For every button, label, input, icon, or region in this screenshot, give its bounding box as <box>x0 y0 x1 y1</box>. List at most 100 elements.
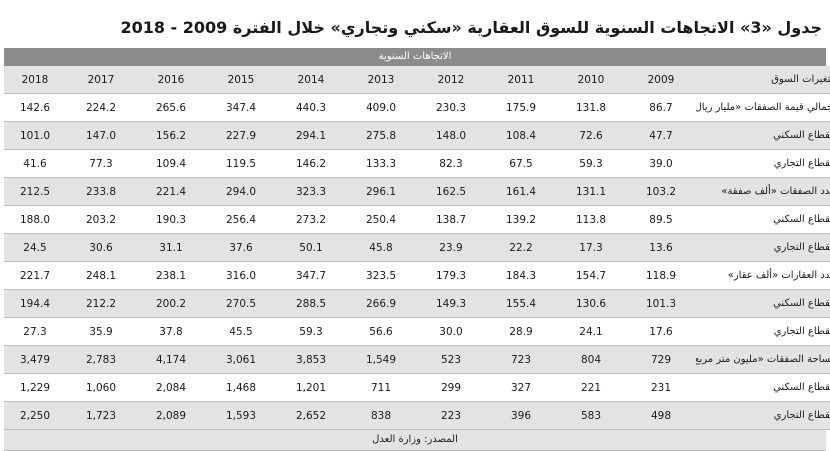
table-cell: 275.8 <box>346 121 416 150</box>
table-cell: 838 <box>346 401 416 430</box>
column-header-year: 2017 <box>66 66 136 94</box>
table-cell: 154.7 <box>556 261 626 290</box>
table-cell: 1,723 <box>66 401 136 430</box>
table-row: 3,479 2,783 4,174 3,061 3,853 1,549 523 723 804 7… <box>4 345 830 374</box>
table-cell: 82.3 <box>416 149 486 178</box>
table-cell: 3,853 <box>276 345 346 374</box>
table-cell: 729 <box>626 345 696 374</box>
table-cell: 200.2 <box>136 289 206 318</box>
column-header-year: 2012 <box>416 66 486 94</box>
table-cell: 156.2 <box>136 121 206 150</box>
table-cell: 288.5 <box>276 289 346 318</box>
column-header-year: 2014 <box>276 66 346 94</box>
column-header-year: 2015 <box>206 66 276 94</box>
table-cell: 188.0 <box>4 205 66 234</box>
table-cell: 233.8 <box>66 177 136 206</box>
header-band: الاتجاهات السنوية <box>4 48 826 66</box>
table-cell: 1,468 <box>206 373 276 402</box>
row-label: القطاع التجاري <box>696 233 830 262</box>
table-cell: 266.9 <box>346 289 416 318</box>
table-row: 142.6 224.2 265.6 347.4 440.3 409.0 230.3 175.9… <box>4 93 830 122</box>
table-cell: 37.6 <box>206 233 276 262</box>
table-cell: 108.4 <box>486 121 556 150</box>
table-row: 24.5 30.6 31.1 37.6 50.1 45.8 23.9 22.2 17.3 13.6… <box>4 233 830 262</box>
table-cell: 265.6 <box>136 93 206 122</box>
row-label: القطاع السكني <box>696 289 830 318</box>
table-cell: 1,593 <box>206 401 276 430</box>
table-cell: 523 <box>416 345 486 374</box>
table-cell: 41.6 <box>4 149 66 178</box>
table-cell: 138.7 <box>416 205 486 234</box>
table-cell: 804 <box>556 345 626 374</box>
table-cell: 109.4 <box>136 149 206 178</box>
table-cell: 270.5 <box>206 289 276 318</box>
table-cell: 131.1 <box>556 177 626 206</box>
column-header-year: 2016 <box>136 66 206 94</box>
table-cell: 31.1 <box>136 233 206 262</box>
table-cell: 723 <box>486 345 556 374</box>
table-cell: 498 <box>626 401 696 430</box>
table-row: 212.5 233.8 221.4 294.0 323.3 296.1 162.5 161.4… <box>4 177 830 206</box>
table-cell: 3,061 <box>206 345 276 374</box>
table-cell: 221.4 <box>136 177 206 206</box>
table-cell: 347.7 <box>276 261 346 290</box>
table-cell: 13.6 <box>626 233 696 262</box>
table-cell: 148.0 <box>416 121 486 150</box>
column-header-year: 2018 <box>4 66 66 94</box>
table-cell: 45.5 <box>206 317 276 346</box>
table-cell: 194.4 <box>4 289 66 318</box>
table-cell: 409.0 <box>346 93 416 122</box>
table-cell: 146.2 <box>276 149 346 178</box>
table-cell: 184.3 <box>486 261 556 290</box>
table-cell: 147.0 <box>66 121 136 150</box>
table-cell: 212.5 <box>4 177 66 206</box>
table-cell: 212.2 <box>66 289 136 318</box>
column-header-year: 2011 <box>486 66 556 94</box>
table-cell: 161.4 <box>486 177 556 206</box>
row-label: عدد العقارات «ألف عقار» <box>696 261 830 290</box>
table-row: 194.4 212.2 200.2 270.5 288.5 266.9 149.3 155.4… <box>4 289 830 318</box>
table-cell: 35.9 <box>66 317 136 346</box>
table-cell: 17.6 <box>626 317 696 346</box>
table-header-row: 2018 2017 2016 2015 2014 2013 2012 2011 2010 2009… <box>4 66 830 94</box>
page: جدول «3» الاتجاهات السنوية للسوق العقاري… <box>4 18 830 451</box>
table-cell: 203.2 <box>66 205 136 234</box>
table-cell: 24.1 <box>556 317 626 346</box>
table-body: 2018 2017 2016 2015 2014 2013 2012 2011 2010 2009… <box>4 66 830 430</box>
table-cell: 101.0 <box>4 121 66 150</box>
table-row: 221.7 248.1 238.1 316.0 347.7 323.5 179.3 184.3… <box>4 261 830 290</box>
table-title: جدول «3» الاتجاهات السنوية للسوق العقاري… <box>120 18 822 37</box>
table-cell: 1,060 <box>66 373 136 402</box>
table-row: 41.6 77.3 109.4 119.5 146.2 133.3 82.3 67.5 59.3… <box>4 149 830 178</box>
table-cell: 1,549 <box>346 345 416 374</box>
table-cell: 221 <box>556 373 626 402</box>
table-cell: 155.4 <box>486 289 556 318</box>
table-cell: 230.3 <box>416 93 486 122</box>
table-cell: 162.5 <box>416 177 486 206</box>
table-cell: 347.4 <box>206 93 276 122</box>
table-cell: 294.0 <box>206 177 276 206</box>
table-cell: 711 <box>346 373 416 402</box>
column-header-year: 2010 <box>556 66 626 94</box>
table-cell: 130.6 <box>556 289 626 318</box>
table-cell: 45.8 <box>346 233 416 262</box>
source-note: المصدر: وزارة العدل <box>4 430 826 451</box>
table-cell: 273.2 <box>276 205 346 234</box>
column-header-year: 2009 <box>626 66 696 94</box>
table-cell: 113.8 <box>556 205 626 234</box>
table-cell: 223 <box>416 401 486 430</box>
table-cell: 440.3 <box>276 93 346 122</box>
table-cell: 119.5 <box>206 149 276 178</box>
table-row: 188.0 203.2 190.3 256.4 273.2 250.4 138.7 139.2… <box>4 205 830 234</box>
column-header-label: متغيرات السوق <box>696 66 830 94</box>
table-cell: 59.3 <box>276 317 346 346</box>
table-cell: 72.6 <box>556 121 626 150</box>
table-cell: 299 <box>416 373 486 402</box>
table-cell: 59.3 <box>556 149 626 178</box>
table-cell: 2,089 <box>136 401 206 430</box>
table-cell: 28.9 <box>486 317 556 346</box>
table-cell: 3,479 <box>4 345 66 374</box>
table-cell: 323.3 <box>276 177 346 206</box>
table-cell: 77.3 <box>66 149 136 178</box>
row-label: القطاع السكني <box>696 205 830 234</box>
